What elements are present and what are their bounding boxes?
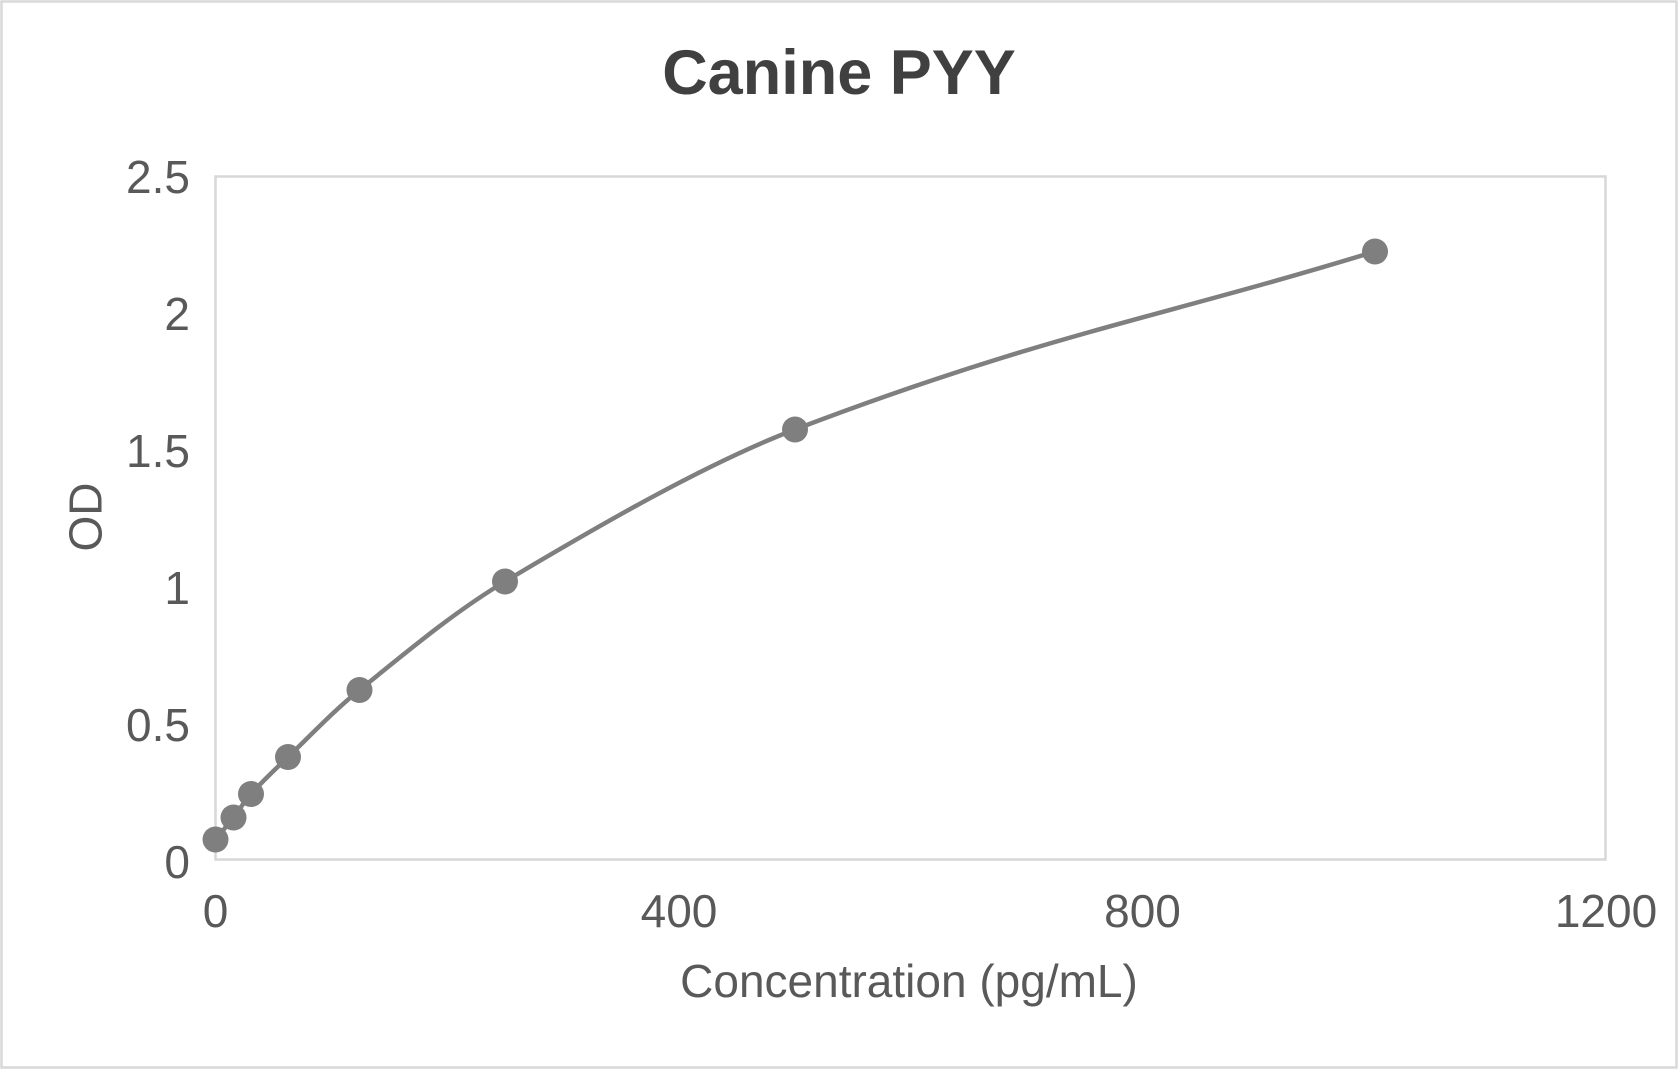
svg-text:2.5: 2.5 [126, 151, 190, 203]
svg-text:1.5: 1.5 [126, 425, 190, 477]
svg-text:0: 0 [203, 885, 229, 937]
svg-text:0.5: 0.5 [126, 699, 190, 751]
svg-text:1200: 1200 [1555, 885, 1657, 937]
svg-text:Canine PYY: Canine PYY [662, 38, 1016, 108]
svg-text:800: 800 [1104, 885, 1181, 937]
svg-text:OD: OD [60, 483, 112, 552]
svg-text:400: 400 [641, 885, 718, 937]
svg-text:2: 2 [164, 288, 190, 340]
svg-text:1: 1 [164, 562, 190, 614]
svg-text:0: 0 [164, 836, 190, 888]
svg-text:Concentration (pg/mL): Concentration (pg/mL) [680, 955, 1138, 1007]
